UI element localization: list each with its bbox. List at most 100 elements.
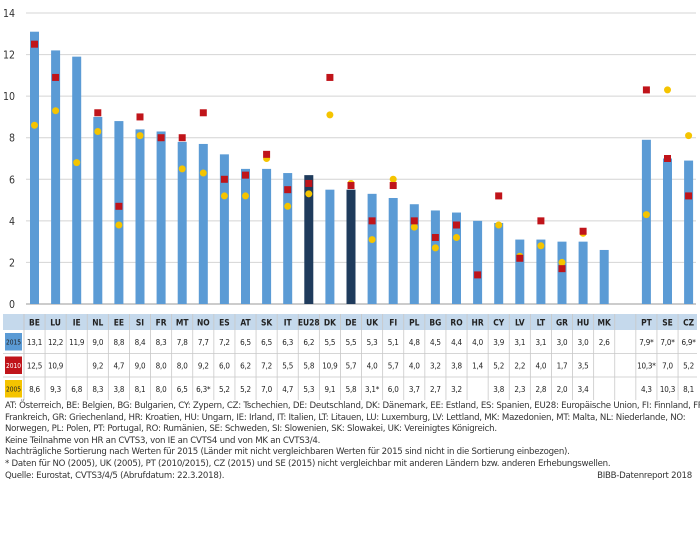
note-line: Frankreich, GR: Griechenland, HR: Kroati… xyxy=(5,412,686,423)
bar-2015 xyxy=(198,143,208,304)
credit-text: BIBB-Datenreport 2018 xyxy=(597,470,692,481)
data-label-2010: 5,7 xyxy=(346,361,357,370)
data-label-2010: 7,0 xyxy=(662,361,673,370)
data-label-2010: 6,0 xyxy=(219,361,230,370)
data-label-2015: 12,2 xyxy=(48,338,63,347)
table-header-label: EU28 xyxy=(298,318,320,328)
data-label-2005: 4,7 xyxy=(282,385,293,394)
data-label-2005: 3,8 xyxy=(113,385,124,394)
bar-2015 xyxy=(325,189,335,304)
data-label-2010: 5,5 xyxy=(282,361,293,370)
marker-2005 xyxy=(199,169,207,177)
table-header-label: NO xyxy=(197,318,210,328)
data-label-2005: 3,7 xyxy=(409,385,420,394)
data-label-2005: 3,2 xyxy=(451,385,462,394)
note-line: AT: Österreich, BE: Belgien, BG: Bulgari… xyxy=(5,401,700,411)
table-header-label: DK xyxy=(324,318,337,328)
data-label-2015: 8,8 xyxy=(113,338,124,347)
table-header-label: ES xyxy=(219,318,230,328)
table-header-label: EE xyxy=(114,318,124,328)
source-text: Quelle: Eurostat, CVTS3/4/5 (Abrufdatum:… xyxy=(5,470,225,481)
bar-2015 xyxy=(367,193,377,304)
data-label-2010: 3,8 xyxy=(451,361,462,370)
marker-2005 xyxy=(495,221,503,229)
note-line: Keine Teilnahme von HR an CVTS3, von IE … xyxy=(5,435,321,446)
marker-2010 xyxy=(685,192,693,200)
data-label-2015: 9,0 xyxy=(92,338,103,347)
data-label-2010: 10,9 xyxy=(48,361,64,370)
data-label-2005: 9,3 xyxy=(50,385,61,394)
y-tick-label: 4 xyxy=(9,216,15,228)
marker-2010 xyxy=(199,109,207,117)
note-line: * Daten für NO (2005), UK (2005), PT (20… xyxy=(5,458,611,469)
data-label-2010: 7,2 xyxy=(261,361,272,370)
data-label-2010: 1,7 xyxy=(557,361,568,370)
bar-2015 xyxy=(241,168,250,304)
data-label-2005: 6,8 xyxy=(71,385,82,394)
data-label-2010: 10,3* xyxy=(637,361,656,370)
marker-2010 xyxy=(474,271,482,279)
data-label-2015: 8,3 xyxy=(156,338,167,347)
data-label-2005: 8,3 xyxy=(92,385,103,394)
marker-2010 xyxy=(453,221,460,229)
table-header-label: IT xyxy=(284,318,293,328)
bar-2015 xyxy=(430,210,440,304)
marker-2010 xyxy=(326,73,334,81)
marker-2010 xyxy=(242,171,249,179)
data-label-2015: 5,3 xyxy=(367,338,378,347)
y-tick-label: 14 xyxy=(3,8,15,20)
data-label-2015: 5,5 xyxy=(346,338,357,347)
y-tick-label: 8 xyxy=(9,133,15,145)
data-label-2015: 3,1 xyxy=(535,338,546,347)
table-header-label: GR xyxy=(556,318,568,328)
marker-2005 xyxy=(368,236,376,244)
bar-2015 xyxy=(663,158,672,304)
marker-2010 xyxy=(431,233,439,241)
data-label-2010: 4,0 xyxy=(367,361,378,370)
marker-2010 xyxy=(368,217,376,225)
data-label-2005: 5,3 xyxy=(303,385,314,394)
data-label-2015: 5,5 xyxy=(324,338,335,347)
bar-2015 xyxy=(93,116,103,304)
table-header-label: CY xyxy=(493,318,505,328)
marker-2005 xyxy=(642,211,650,219)
marker-2005 xyxy=(305,190,313,198)
data-label-2015: 6,5 xyxy=(261,338,272,347)
marker-2010 xyxy=(94,109,102,117)
legend-swatch-2015 xyxy=(5,333,22,351)
table-header-label: PT xyxy=(641,318,653,328)
marker-2005 xyxy=(178,165,186,173)
data-label-2010: 5,2 xyxy=(493,361,504,370)
data-label-2010: 9,2 xyxy=(92,361,103,370)
data-label-2010: 5,2 xyxy=(683,361,694,370)
bar-2015 xyxy=(494,222,504,304)
data-label-2005: 3,4 xyxy=(578,385,589,394)
data-label-2015: 2,6 xyxy=(599,338,610,347)
data-label-2015: 3,0 xyxy=(557,338,568,347)
data-label-2015: 5,1 xyxy=(388,338,399,347)
data-label-2010: 6,2 xyxy=(240,361,251,370)
marker-2010 xyxy=(664,155,671,162)
marker-2010 xyxy=(52,73,60,81)
marker-2005 xyxy=(453,233,460,241)
data-label-2010: 1,4 xyxy=(472,361,483,370)
data-label-2005: 8,6 xyxy=(29,385,40,394)
legend-label-2015: 2015 xyxy=(6,338,21,346)
legend-label-2010: 2010 xyxy=(6,362,21,370)
y-tick-label: 0 xyxy=(9,299,15,311)
data-label-2015: 6,9* xyxy=(681,338,696,347)
bar-2015 xyxy=(578,241,588,304)
marker-2010 xyxy=(157,134,165,142)
data-label-2015: 3,0 xyxy=(578,338,589,347)
data-label-2010: 10,9 xyxy=(322,361,338,370)
table-header-label: UK xyxy=(366,318,379,328)
marker-2010 xyxy=(642,86,650,94)
marker-2005 xyxy=(115,221,123,229)
table-header-band xyxy=(3,314,697,330)
bar-2015 xyxy=(283,173,293,304)
y-tick-label: 10 xyxy=(3,91,15,103)
data-label-2015: 7,8 xyxy=(177,338,188,347)
data-label-2015: 3,1 xyxy=(514,338,525,347)
notes-block: AT: Österreich, BE: Belgien, BG: Bulgari… xyxy=(5,401,700,482)
table-header-label: FI xyxy=(389,318,397,328)
